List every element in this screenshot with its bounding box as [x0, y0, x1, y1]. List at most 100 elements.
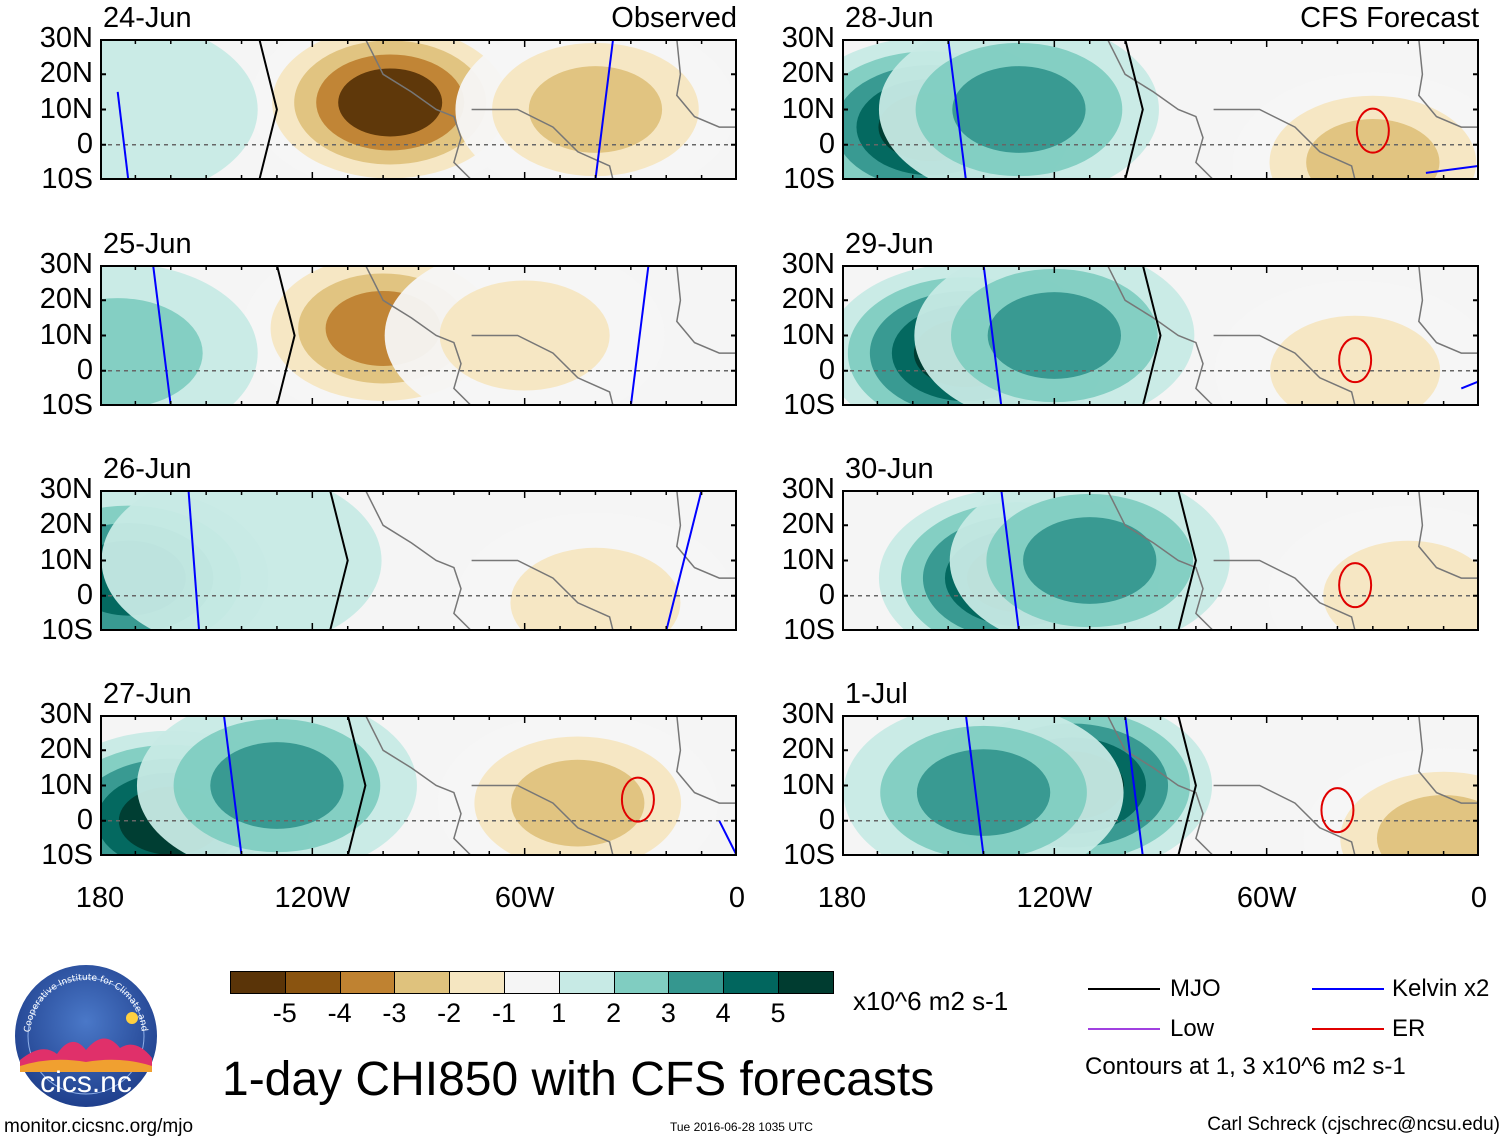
lat-tick-label: 10N: [781, 768, 835, 801]
coastline-africa: [1418, 490, 1479, 579]
lat-tick-label: 20N: [781, 733, 835, 766]
colorbar-cell: [339, 971, 396, 994]
colorbar-cell: [558, 971, 615, 994]
logo-text: cics.nc: [40, 1066, 132, 1099]
coastline-south-america: [471, 334, 614, 406]
lat-tick-label: 0: [818, 127, 835, 160]
er-contour: [620, 776, 655, 823]
coastline-americas: [1106, 265, 1215, 406]
anomaly-region: [439, 280, 610, 391]
lat-tick-label: 10S: [41, 614, 93, 646]
kelvin-contour: [187, 490, 201, 631]
er-contour: [1355, 107, 1390, 154]
colorbar-cell: [284, 971, 341, 994]
lat-tick-label: 30N: [39, 698, 93, 730]
coastline-south-america: [1213, 334, 1356, 406]
lat-tick-label: 20N: [39, 733, 93, 766]
legend-mjo-swatch: [1088, 988, 1160, 990]
anomaly-region: [510, 547, 681, 631]
kelvin-contour: [152, 265, 172, 406]
coastline-americas: [1106, 490, 1215, 631]
kelvin-contour: [1425, 164, 1479, 174]
legend-kelvin-swatch: [1312, 988, 1384, 990]
colorbar-units: x10^6 m2 s-1: [853, 986, 1009, 1016]
colorbar-tick-label: 4: [715, 998, 731, 1028]
colorbar-cell: [723, 971, 779, 994]
footer-author: Carl Schreck (cjschrec@ncsu.edu): [1207, 1114, 1500, 1135]
map-panel-28-Jun: [842, 39, 1479, 180]
lat-tick-label: 20N: [781, 283, 835, 316]
colorbar-tick-label: 1: [551, 998, 567, 1028]
kelvin-contour: [964, 715, 985, 856]
kelvin-contour: [222, 715, 243, 856]
colorbar-cell: [778, 971, 834, 994]
lat-tick-label: 0: [76, 127, 93, 160]
map-panel-30-Jun: [842, 490, 1479, 631]
colorbar-tick-label: -1: [491, 998, 516, 1028]
kelvin-contour: [1460, 380, 1479, 390]
lon-tick-label: 60W: [1236, 882, 1297, 914]
lat-tick-label: 0: [818, 803, 835, 836]
lat-tick-label: 30N: [39, 473, 93, 505]
lon-tick-label: 180: [817, 882, 867, 914]
lon-tick-label: 180: [75, 882, 125, 914]
lat-tick-label: 0: [76, 803, 93, 836]
coastline-africa: [1418, 715, 1479, 804]
lat-tick-label: 30N: [781, 473, 835, 505]
coastline-south-america: [1213, 559, 1356, 631]
panel-source-label: Observed: [611, 2, 737, 34]
colorbar-cell: [394, 971, 451, 994]
lat-tick-label: 10S: [783, 163, 835, 195]
colorbar-tick-label: 2: [606, 998, 622, 1028]
legend-low-swatch: [1088, 1028, 1160, 1030]
map-panel-25-Jun: [100, 265, 737, 406]
coastline-south-america: [471, 108, 614, 180]
lon-tick-label: 0: [1470, 882, 1488, 914]
coastline-africa: [676, 715, 737, 804]
panel-date-28-Jun: 28-Jun: [845, 2, 934, 34]
lat-tick-label: 0: [818, 578, 835, 611]
lat-tick-label: 30N: [39, 22, 93, 54]
map-panel-27-Jun: [100, 715, 737, 856]
panel-date-24-Jun: 24-Jun: [103, 2, 192, 34]
kelvin-contour: [982, 265, 1003, 406]
panel-source-label: CFS Forecast: [1300, 2, 1479, 34]
lat-tick-label: 30N: [39, 248, 93, 280]
legend-mjo-label: MJO: [1170, 975, 1221, 1002]
er-contour: [1338, 562, 1373, 609]
lat-tick-label: 10S: [783, 389, 835, 421]
kelvin-contour: [1000, 490, 1020, 631]
coastline-africa: [1418, 265, 1479, 354]
lat-tick-label: 0: [76, 353, 93, 386]
chart-title: 1-day CHI850 with CFS forecasts: [222, 1053, 935, 1106]
map-panel-1-Jul: [842, 715, 1479, 856]
anomaly-region: [511, 759, 645, 847]
anomaly-region: [1376, 795, 1479, 856]
coastline-south-america: [1213, 784, 1356, 856]
anomaly-region: [528, 66, 663, 153]
cics-logo: Cooperative Institute for Climate and Sa…: [9, 955, 160, 1110]
footer-url: monitor.cicsnc.org/mjo: [4, 1116, 194, 1137]
coastline-south-america: [471, 784, 614, 856]
legend-er-swatch: [1312, 1028, 1384, 1030]
legend-kelvin-label: Kelvin x2: [1392, 975, 1490, 1002]
colorbar-tick-label: 5: [770, 998, 786, 1028]
coastline-americas: [364, 715, 473, 856]
colorbar-tick-label: -2: [437, 998, 462, 1028]
legend-er-label: ER: [1392, 1015, 1426, 1042]
anomaly-region: [916, 749, 1051, 836]
mjo-contour: [1141, 265, 1162, 406]
lat-tick-label: 10N: [781, 318, 835, 351]
lat-tick-label: 10N: [39, 92, 93, 125]
kelvin-contour: [1124, 715, 1144, 856]
er-contour: [1338, 337, 1373, 384]
lat-tick-label: 10S: [783, 839, 835, 871]
coastline-americas: [364, 490, 473, 631]
er-contour: [1320, 787, 1355, 834]
anomaly-region: [1323, 540, 1479, 631]
anomaly-region: [1023, 517, 1157, 604]
coastline-americas: [364, 265, 473, 406]
kelvin-contour: [116, 91, 130, 180]
anomaly-region: [100, 39, 258, 180]
lat-tick-label: 30N: [781, 248, 835, 280]
